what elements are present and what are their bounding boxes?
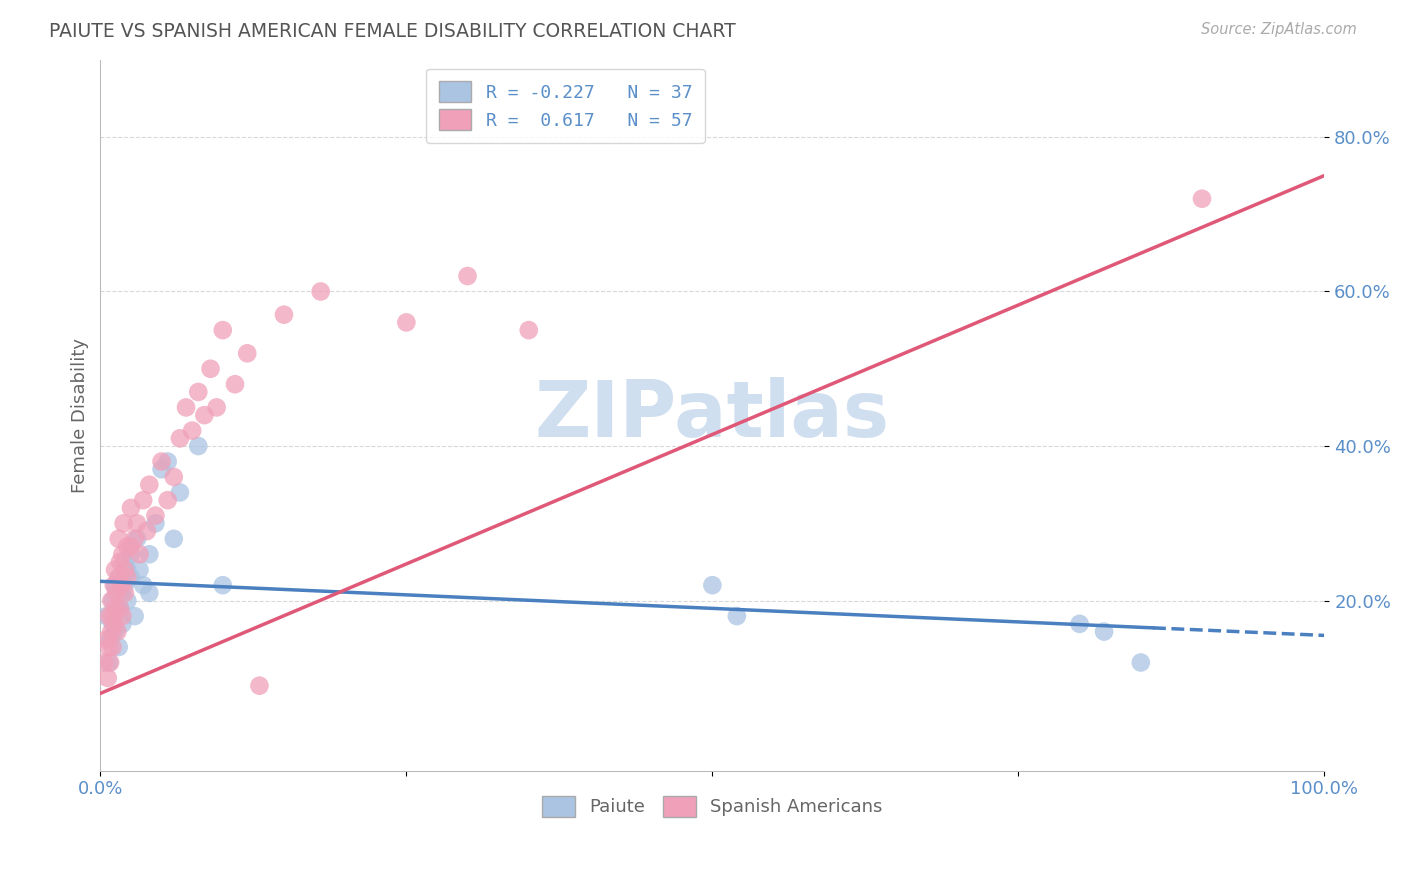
Point [98, 632, 121, 647]
Point [163, 470, 186, 484]
Point [97, 656, 120, 670]
Point [193, 408, 215, 422]
Point [101, 609, 124, 624]
Point [120, 540, 142, 554]
Point [97, 609, 120, 624]
Point [96, 609, 118, 624]
Point [128, 563, 150, 577]
Point [105, 601, 128, 615]
Point [108, 555, 131, 569]
Point [138, 586, 160, 600]
Text: Source: ZipAtlas.com: Source: ZipAtlas.com [1201, 22, 1357, 37]
Point [205, 401, 228, 415]
Point [135, 524, 157, 538]
Point [103, 578, 125, 592]
Point [107, 570, 129, 584]
Point [1092, 624, 1115, 639]
Point [125, 532, 148, 546]
Point [273, 308, 295, 322]
Point [100, 593, 122, 607]
Point [120, 547, 142, 561]
Point [187, 384, 209, 399]
Point [117, 563, 139, 577]
Point [97, 671, 120, 685]
Point [107, 570, 129, 584]
Point [517, 323, 540, 337]
Point [117, 593, 139, 607]
Point [98, 656, 121, 670]
Point [181, 424, 204, 438]
Point [101, 616, 124, 631]
Point [725, 609, 748, 624]
Point [111, 609, 134, 624]
Point [211, 578, 233, 592]
Point [117, 540, 139, 554]
Point [114, 578, 136, 592]
Point [111, 547, 134, 561]
Point [125, 516, 148, 531]
Point [104, 601, 127, 615]
Point [156, 454, 179, 468]
Point [1069, 616, 1091, 631]
Point [107, 532, 129, 546]
Point [150, 462, 173, 476]
Text: PAIUTE VS SPANISH AMERICAN FEMALE DISABILITY CORRELATION CHART: PAIUTE VS SPANISH AMERICAN FEMALE DISABI… [49, 22, 735, 41]
Point [108, 601, 131, 615]
Point [145, 508, 167, 523]
Point [457, 268, 479, 283]
Point [120, 570, 142, 584]
Point [249, 679, 271, 693]
Point [117, 570, 139, 584]
Point [110, 586, 132, 600]
Point [211, 323, 233, 337]
Point [145, 516, 167, 531]
Point [97, 640, 120, 654]
Point [309, 285, 332, 299]
Legend: Paiute, Spanish Americans: Paiute, Spanish Americans [533, 787, 891, 826]
Point [1129, 656, 1152, 670]
Point [111, 616, 134, 631]
Point [112, 516, 135, 531]
Point [100, 624, 122, 639]
Point [236, 346, 259, 360]
Point [114, 555, 136, 569]
Point [150, 454, 173, 468]
Text: ZIPatlas: ZIPatlas [534, 377, 890, 453]
Point [224, 377, 246, 392]
Point [107, 640, 129, 654]
Point [114, 563, 136, 577]
Point [104, 578, 127, 592]
Point [101, 593, 124, 607]
Point [107, 624, 129, 639]
Point [104, 624, 127, 639]
Point [138, 547, 160, 561]
Point [395, 315, 418, 329]
Point [104, 563, 127, 577]
Point [169, 485, 191, 500]
Point [132, 578, 155, 592]
Point [200, 361, 222, 376]
Point [110, 578, 132, 592]
Point [128, 547, 150, 561]
Point [156, 493, 179, 508]
Point [114, 586, 136, 600]
Point [101, 640, 124, 654]
Point [138, 477, 160, 491]
Point [702, 578, 724, 592]
Point [132, 493, 155, 508]
Point [103, 616, 125, 631]
Point [108, 601, 131, 615]
Point [96, 632, 118, 647]
Point [174, 401, 197, 415]
Point [163, 532, 186, 546]
Point [105, 586, 128, 600]
Point [169, 431, 191, 445]
Point [124, 532, 146, 546]
Point [1191, 192, 1213, 206]
Y-axis label: Female Disability: Female Disability [72, 338, 89, 492]
Point [124, 609, 146, 624]
Point [187, 439, 209, 453]
Point [120, 500, 142, 515]
Point [93, 656, 115, 670]
